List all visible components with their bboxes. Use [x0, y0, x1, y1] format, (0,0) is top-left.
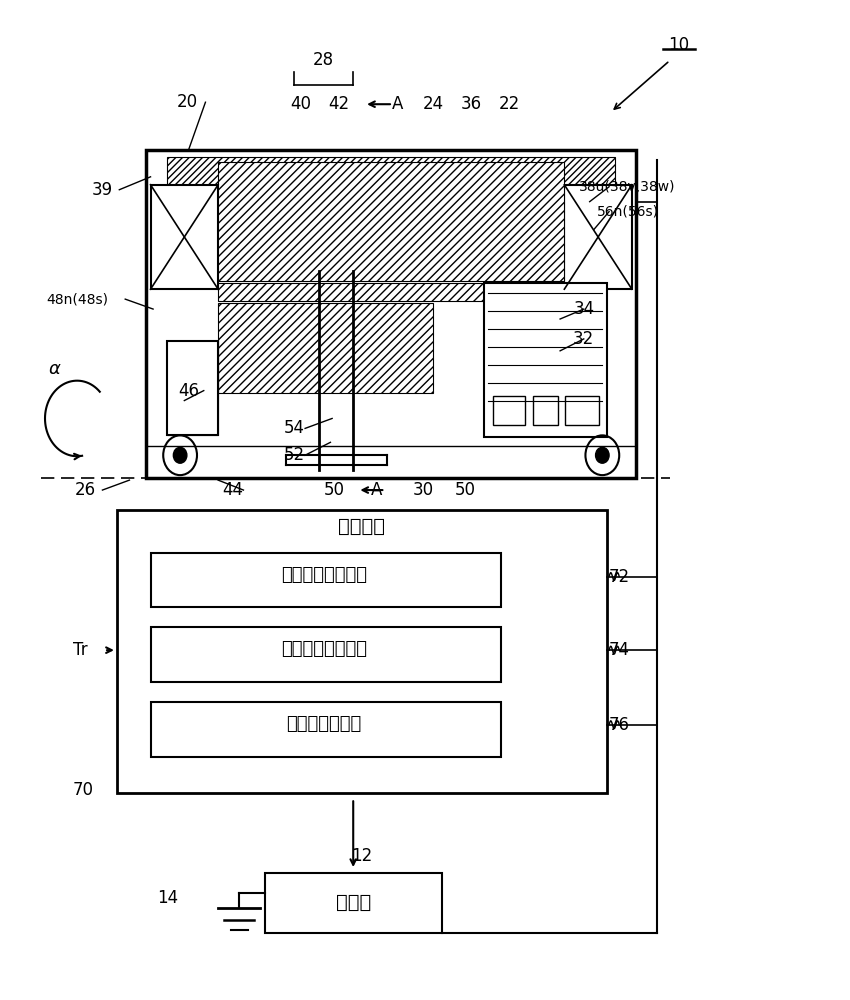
Text: 50: 50	[455, 481, 476, 499]
Text: 76: 76	[609, 716, 630, 734]
Bar	[264, 873, 442, 933]
Text: 有效磁通量设定部: 有效磁通量设定部	[280, 640, 366, 658]
Bar	[150, 627, 501, 682]
Text: 38u(38v,38w): 38u(38v,38w)	[580, 180, 676, 194]
Bar	[533, 396, 558, 425]
Text: 70: 70	[72, 781, 94, 799]
Text: 52: 52	[284, 446, 304, 464]
Circle shape	[596, 447, 609, 463]
Text: 74: 74	[609, 641, 630, 659]
Text: 39: 39	[92, 181, 113, 199]
Text: A: A	[393, 95, 404, 113]
Text: 72: 72	[609, 568, 630, 586]
Bar	[484, 283, 607, 437]
Bar	[116, 510, 607, 793]
Text: 50: 50	[323, 481, 344, 499]
Text: A: A	[371, 481, 382, 499]
Text: 28: 28	[313, 51, 334, 69]
Text: 32: 32	[573, 330, 594, 348]
Circle shape	[173, 447, 187, 463]
Text: 36: 36	[461, 95, 482, 113]
Bar	[150, 185, 218, 289]
Bar	[492, 396, 524, 425]
Text: 10: 10	[668, 36, 688, 54]
Bar	[146, 150, 636, 478]
Text: 22: 22	[499, 95, 520, 113]
Text: 电流向量控制部: 电流向量控制部	[286, 715, 361, 733]
Text: 12: 12	[351, 847, 372, 865]
Bar	[150, 702, 501, 757]
Bar	[218, 283, 564, 301]
Text: 14: 14	[157, 889, 178, 907]
Text: 逆变器: 逆变器	[336, 893, 371, 912]
Text: 40: 40	[291, 95, 311, 113]
Bar	[167, 341, 218, 435]
Bar	[167, 157, 615, 232]
Text: 44: 44	[222, 481, 243, 499]
Text: $\alpha$: $\alpha$	[48, 360, 62, 378]
Bar	[565, 396, 599, 425]
Bar	[564, 185, 632, 289]
Bar	[167, 341, 218, 435]
Text: 42: 42	[328, 95, 349, 113]
Text: 54: 54	[284, 419, 304, 437]
Text: 26: 26	[75, 481, 96, 499]
Text: 48n(48s): 48n(48s)	[46, 292, 108, 306]
Text: 20: 20	[176, 93, 197, 111]
Text: 控制装置: 控制装置	[338, 517, 385, 536]
Text: 30: 30	[413, 481, 434, 499]
Bar	[218, 303, 434, 393]
Text: Tr: Tr	[73, 641, 88, 659]
Text: 转子间相位获取部: 转子间相位获取部	[280, 566, 366, 584]
Text: 56n(56s): 56n(56s)	[597, 205, 659, 219]
Text: 34: 34	[573, 300, 594, 318]
Text: 46: 46	[178, 382, 199, 400]
Bar	[150, 553, 501, 607]
Bar	[218, 162, 564, 281]
Text: 24: 24	[423, 95, 444, 113]
